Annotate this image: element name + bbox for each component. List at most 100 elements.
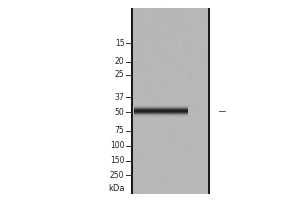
Point [160, 24, 165, 27]
Point [207, 190, 212, 193]
Point [178, 78, 182, 81]
Point [136, 85, 141, 88]
Point [170, 102, 175, 106]
Point [167, 60, 172, 63]
Point [175, 146, 180, 149]
Point [140, 26, 145, 29]
Point [180, 147, 185, 150]
Point [185, 46, 190, 49]
Point [175, 99, 180, 102]
Point [170, 36, 175, 40]
Point [160, 84, 165, 87]
Point [184, 175, 189, 179]
Point [136, 63, 141, 66]
Point [149, 139, 154, 142]
Point [134, 110, 139, 113]
Point [140, 121, 144, 124]
Point [169, 66, 174, 70]
Point [137, 14, 142, 18]
Point [157, 65, 162, 68]
Point [132, 20, 136, 23]
Point [175, 140, 180, 144]
Point [185, 76, 190, 79]
Point [129, 28, 134, 31]
Point [200, 132, 205, 136]
Point [134, 112, 139, 115]
Point [134, 33, 139, 36]
Point [189, 167, 194, 171]
Point [173, 44, 178, 47]
Point [189, 69, 194, 72]
Point [140, 105, 144, 108]
Point [152, 60, 157, 63]
Point [152, 157, 156, 160]
Point [148, 176, 152, 179]
Point [171, 7, 176, 11]
Point [170, 38, 175, 41]
Point [160, 80, 165, 83]
Point [205, 29, 209, 32]
Point [134, 162, 139, 165]
Point [203, 128, 208, 131]
Point [189, 154, 194, 157]
Point [202, 29, 207, 32]
Point [169, 158, 174, 161]
Point [206, 48, 210, 51]
Point [189, 37, 194, 40]
Point [150, 59, 155, 62]
Point [146, 66, 151, 69]
Point [161, 182, 166, 185]
Point [175, 106, 180, 109]
Point [139, 97, 143, 100]
Point [202, 37, 207, 40]
Point [149, 81, 154, 85]
Point [197, 174, 202, 177]
Point [150, 117, 155, 120]
Point [146, 39, 151, 42]
Point [194, 137, 198, 140]
Point [199, 30, 204, 33]
Point [128, 136, 133, 139]
Point [164, 110, 169, 113]
Point [187, 156, 192, 160]
Point [191, 65, 196, 68]
Point [169, 105, 173, 108]
Point [147, 51, 152, 54]
Point [147, 31, 152, 34]
Point [129, 186, 134, 189]
Point [194, 38, 199, 42]
Point [177, 98, 182, 101]
Point [197, 100, 202, 103]
Point [155, 182, 160, 186]
Point [191, 171, 196, 174]
Point [149, 136, 154, 139]
Point [188, 13, 193, 16]
Point [198, 59, 203, 63]
Point [200, 75, 205, 78]
Point [183, 147, 188, 150]
Point [130, 34, 135, 37]
Point [135, 10, 140, 13]
Point [197, 50, 202, 53]
Point [205, 46, 210, 49]
Point [172, 20, 177, 23]
Point [136, 135, 141, 138]
Point [202, 110, 206, 113]
Point [203, 49, 208, 52]
Point [166, 89, 171, 92]
Point [192, 41, 197, 44]
Point [200, 33, 205, 37]
Point [176, 100, 181, 104]
Point [154, 29, 159, 32]
Point [204, 90, 209, 93]
Point [164, 20, 169, 23]
Point [154, 85, 158, 88]
Point [151, 129, 155, 132]
Point [172, 153, 177, 156]
Point [148, 68, 153, 71]
Point [152, 132, 157, 135]
Point [141, 28, 146, 31]
Point [205, 125, 210, 129]
Point [199, 121, 204, 124]
Point [161, 90, 166, 93]
